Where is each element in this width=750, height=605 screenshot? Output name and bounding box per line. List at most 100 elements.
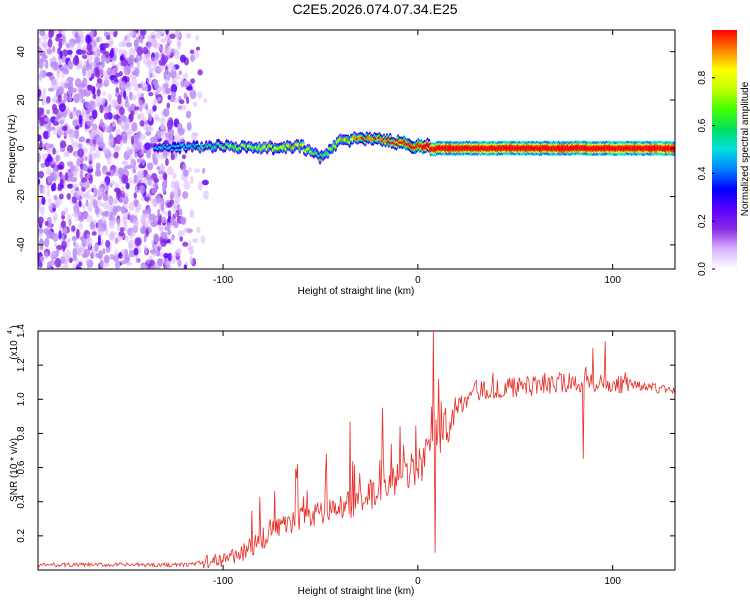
heatmap-cell (102, 91, 107, 96)
heatmap-cell (38, 205, 41, 213)
snr-y-tick-label: 0.8 (16, 426, 27, 440)
heatmap-cell (75, 266, 82, 269)
heatmap-cell (160, 231, 168, 240)
spectrogram-y-tick-label: -20 (16, 189, 27, 204)
heatmap-cell (138, 133, 146, 141)
heatmap-cell (175, 30, 182, 39)
heatmap-cell (157, 208, 161, 216)
heatmap-cell (160, 238, 167, 247)
heatmap-cell (69, 171, 74, 177)
heatmap-cell (39, 139, 43, 150)
heatmap-cell (51, 202, 58, 209)
heatmap-cell (153, 177, 159, 183)
heatmap-cell (79, 169, 84, 180)
heatmap-cell (155, 88, 160, 95)
spectrogram-y-label: Frequency (Hz) (7, 115, 18, 184)
heatmap-cell (125, 81, 132, 92)
heatmap-cell (113, 47, 118, 55)
heatmap-cell (173, 145, 177, 148)
heatmap-cell (154, 82, 159, 90)
heatmap-cell (74, 207, 79, 218)
heatmap-cell (139, 184, 146, 195)
heatmap-cell (111, 67, 119, 74)
heatmap-cell (110, 98, 118, 109)
spectrogram-y-tick-label: 20 (16, 94, 27, 106)
heatmap-cell (72, 30, 79, 37)
heatmap-cell (153, 198, 158, 208)
heatmap-cell (154, 113, 159, 121)
heatmap-cell (52, 147, 56, 155)
heatmap-cell (170, 153, 175, 161)
heatmap-cell (77, 35, 81, 43)
heatmap-cell (113, 81, 119, 87)
heatmap-cell (115, 105, 121, 111)
heatmap-cell (127, 131, 132, 140)
heatmap-cell (48, 143, 55, 149)
heatmap-cell (58, 193, 64, 200)
heatmap-cell (39, 256, 45, 262)
heatmap-cell (109, 75, 116, 81)
snr-y-tick-label: 0.2 (16, 528, 27, 542)
heatmap-cell (203, 98, 208, 103)
heatmap-cell (154, 33, 162, 39)
noise-region (38, 30, 209, 269)
heatmap-cell (99, 201, 104, 208)
snr-y-ticks: 0.2 0.4 0.6 0.8 1.0 1.2 1.4 (16, 324, 675, 543)
heatmap-cell (133, 174, 138, 184)
heatmap-cell (183, 92, 188, 100)
heatmap-cell (40, 205, 45, 216)
heatmap-cell (115, 261, 121, 269)
heatmap-cell (103, 76, 111, 83)
heatmap-cell (122, 131, 129, 136)
heatmap-cell (72, 183, 79, 190)
heatmap-cell (82, 66, 87, 77)
heatmap-cell (61, 215, 66, 220)
heatmap-cell (77, 30, 85, 36)
snr-y-multiplier-exponent: 4 (7, 330, 14, 334)
heatmap-cell (77, 148, 85, 158)
heatmap-cell (192, 238, 199, 244)
heatmap-cell (182, 241, 189, 247)
heatmap-cell (106, 34, 111, 40)
heatmap-cell (202, 167, 206, 174)
heatmap-cell (94, 206, 100, 215)
heatmap-cell (152, 105, 157, 112)
heatmap-cell (192, 50, 200, 60)
heatmap-cell (142, 209, 148, 215)
heatmap-cell (177, 105, 182, 110)
heatmap-cell (66, 43, 70, 49)
heatmap-cell (92, 46, 99, 52)
heatmap-cell (146, 108, 154, 115)
heatmap-cell (38, 64, 41, 69)
heatmap-cell (134, 67, 140, 77)
heatmap-cell (155, 250, 161, 257)
heatmap-cell (86, 120, 93, 127)
spectrogram-x-tick-label: 100 (604, 275, 621, 286)
heatmap-cell (128, 239, 135, 249)
heatmap-cell (138, 169, 145, 179)
heatmap-cell (148, 91, 154, 97)
heatmap-cell (78, 92, 82, 102)
heatmap-cell (159, 153, 166, 160)
heatmap-cell (93, 184, 97, 195)
heatmap-cell (130, 135, 134, 146)
heatmap-cell (73, 93, 80, 104)
heatmap-cell (113, 145, 120, 152)
colorbar-tick-label: 0.2 (697, 214, 708, 228)
heatmap-cell (38, 125, 43, 130)
heatmap-cell (109, 30, 115, 36)
heatmap-cell (141, 225, 147, 233)
heatmap-cell (57, 94, 62, 103)
heatmap-cell (45, 96, 51, 104)
heatmap-cell (72, 56, 80, 66)
heatmap-cell (78, 200, 82, 208)
heatmap-cell (50, 126, 56, 131)
heatmap-cell (195, 35, 200, 41)
snr-y-tick-label: 1.2 (16, 358, 27, 372)
heatmap-cell (129, 30, 136, 36)
heatmap-cell (38, 55, 41, 62)
heatmap-cell (158, 51, 163, 59)
heatmap-cell (191, 132, 198, 141)
heatmap-cell (71, 139, 75, 148)
heatmap-cell (132, 213, 139, 223)
